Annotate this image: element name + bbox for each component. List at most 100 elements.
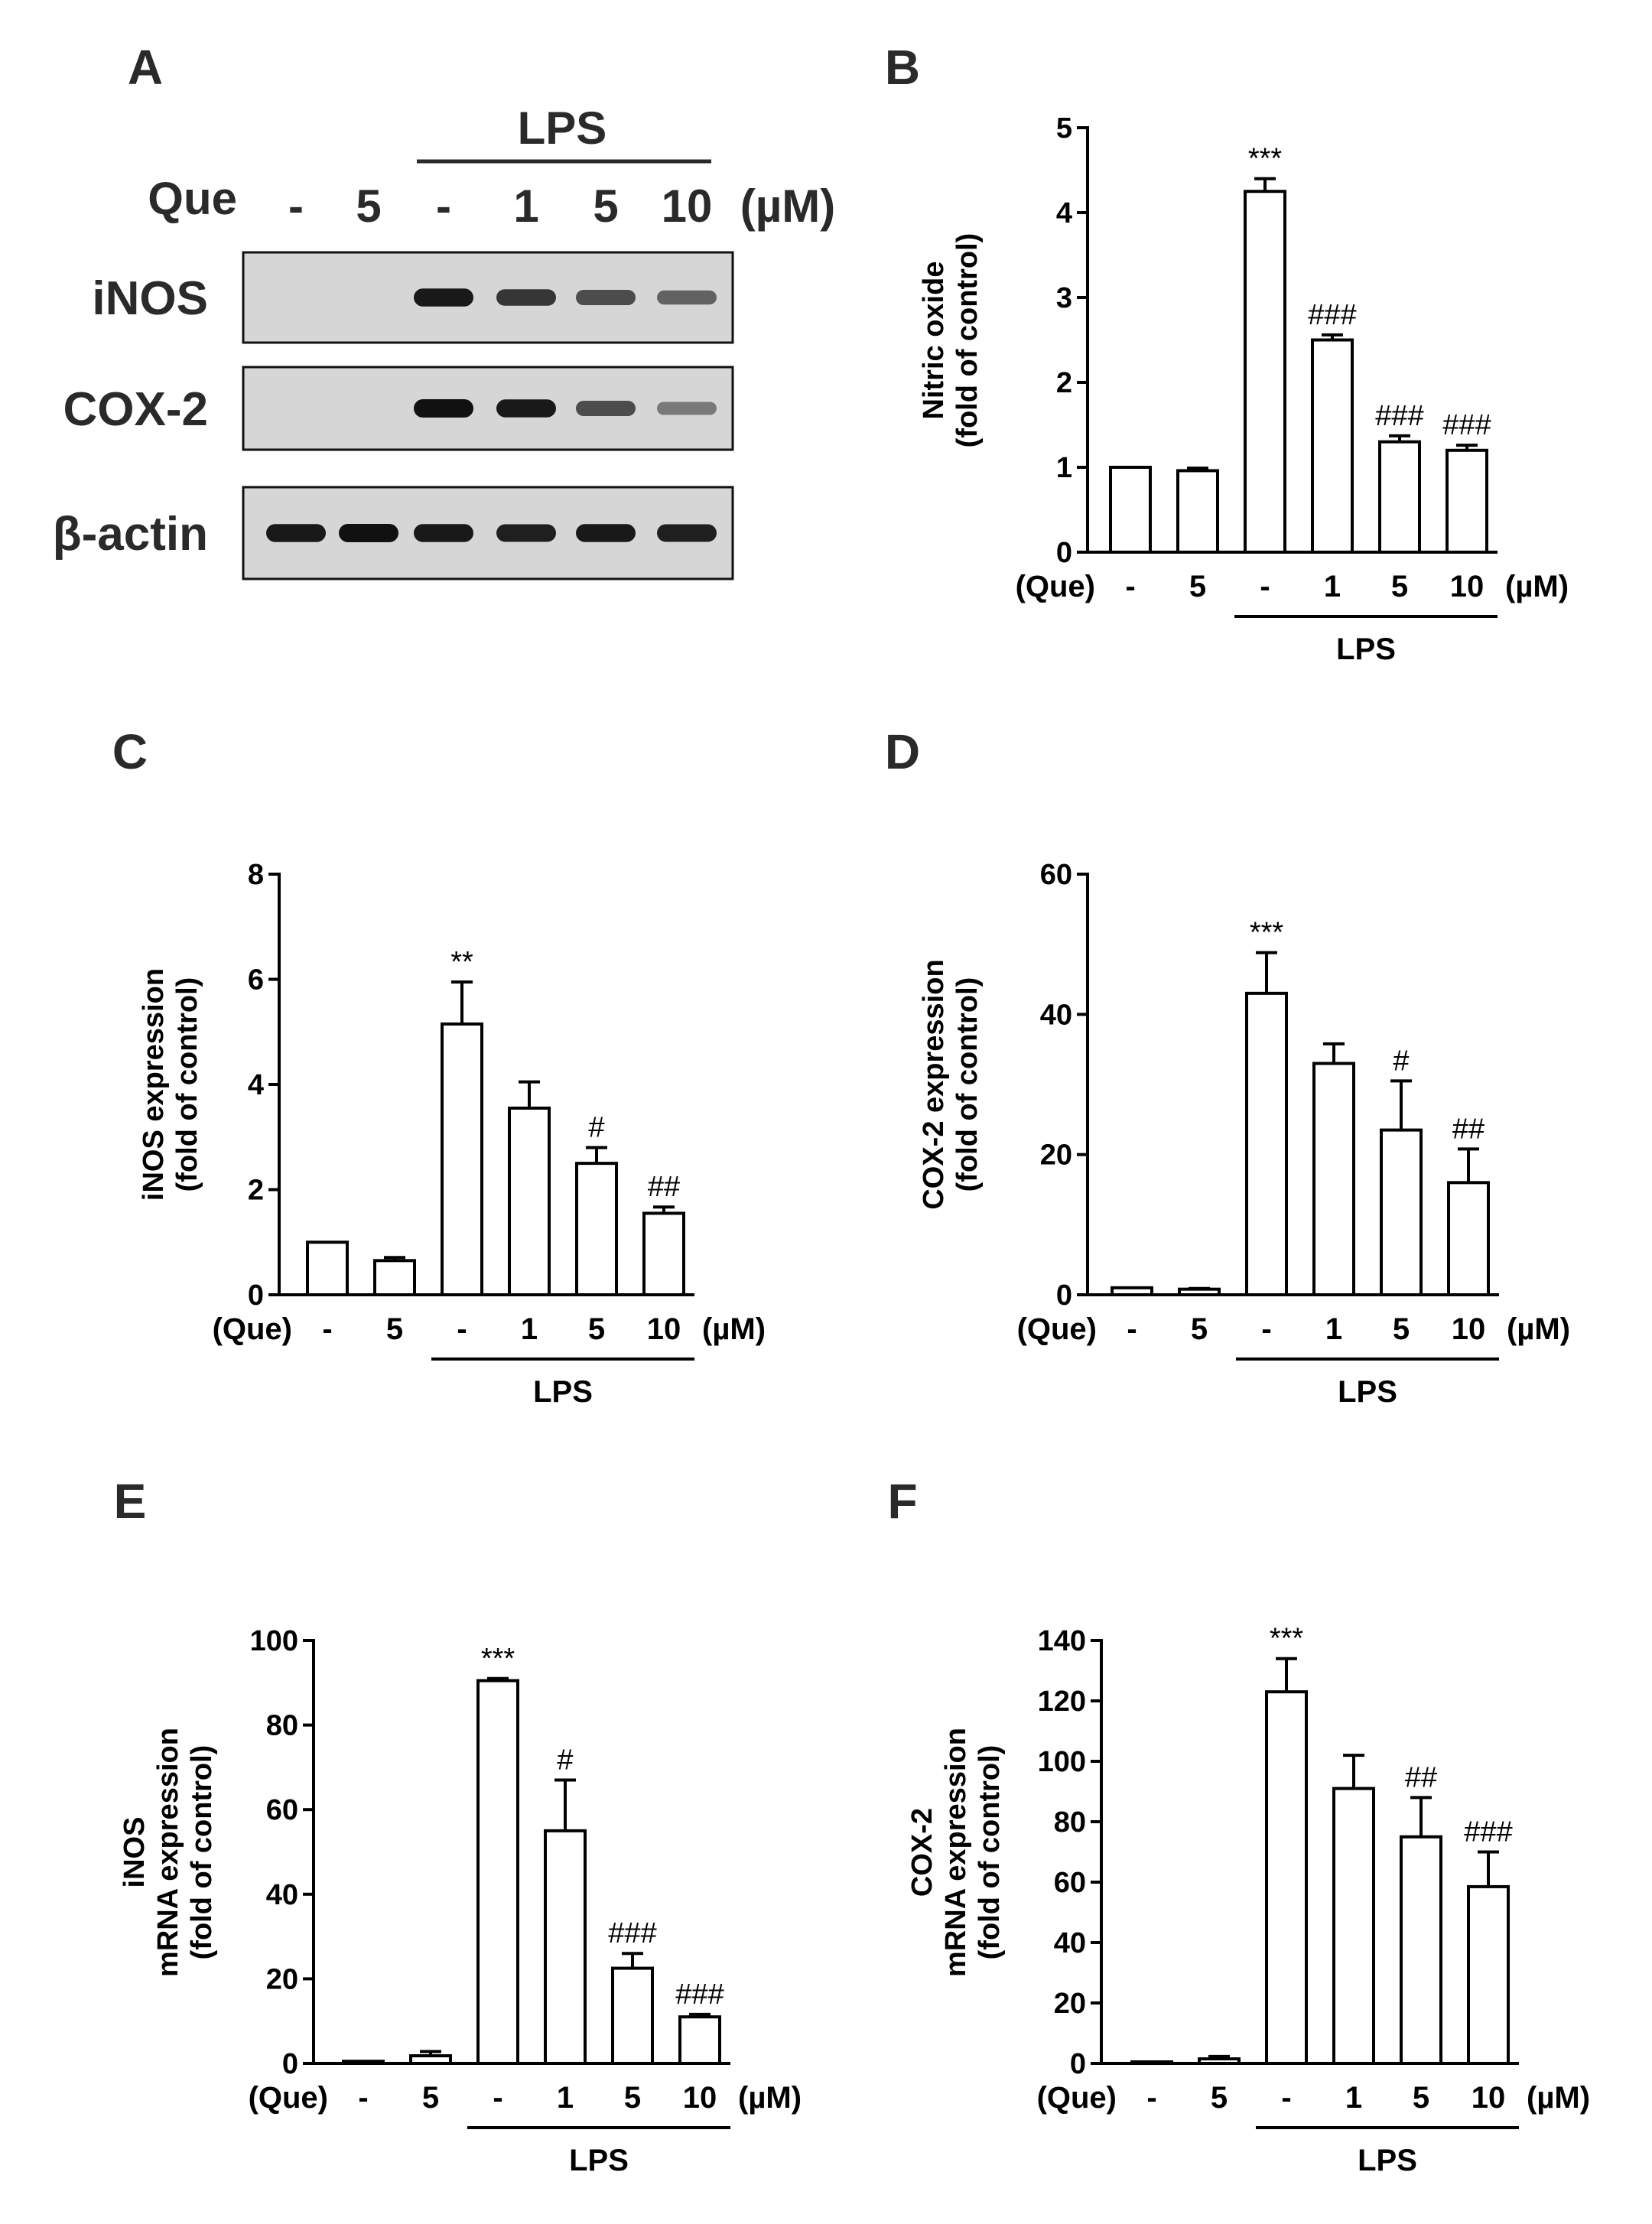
y-axis-title: (fold of control) bbox=[951, 977, 984, 1192]
x-category-label: - bbox=[1125, 570, 1135, 603]
group-label: (Que) bbox=[1017, 1312, 1097, 1346]
y-axis-title: COX-2 expression bbox=[918, 959, 950, 1209]
y-tick-label: 3 bbox=[1056, 282, 1072, 314]
x-category-label: 5 bbox=[1391, 570, 1408, 603]
bar bbox=[1111, 1286, 1153, 1297]
group-label: (Que) bbox=[213, 1312, 292, 1346]
unit-label: (µM) bbox=[1505, 570, 1569, 603]
que-label: Que bbox=[148, 173, 237, 224]
lane-label: - bbox=[436, 180, 451, 232]
chart-panel-d: D 0 20 40 60 COX-2 expression (fold of control… bbox=[885, 724, 1570, 1409]
x-category-label: - bbox=[1261, 1312, 1271, 1346]
blot-label: β-actin bbox=[53, 508, 208, 561]
panel-letter: B bbox=[885, 40, 920, 95]
bar bbox=[441, 1022, 483, 1296]
y-tick-label: 100 bbox=[1038, 1746, 1086, 1778]
significance-marker: ** bbox=[450, 946, 473, 978]
significance-marker: ### bbox=[675, 1979, 724, 2011]
y-tick-label: 2 bbox=[248, 1175, 264, 1207]
y-tick-label: 120 bbox=[1038, 1686, 1086, 1718]
bar bbox=[1244, 190, 1286, 554]
y-axis-title: COX-2 bbox=[906, 1808, 938, 1897]
significance-marker: # bbox=[557, 1744, 573, 1776]
y-tick-label: 5 bbox=[1056, 112, 1072, 145]
significance-marker: ### bbox=[608, 1917, 656, 1949]
significance-marker: ### bbox=[1464, 1816, 1512, 1848]
significance-marker: *** bbox=[1250, 917, 1284, 949]
bar bbox=[678, 2015, 721, 2065]
y-tick-label: 60 bbox=[1040, 859, 1072, 891]
bar bbox=[1446, 448, 1488, 554]
bar bbox=[1265, 1690, 1308, 2065]
y-tick-label: 60 bbox=[1054, 1867, 1086, 1899]
blot-band bbox=[414, 399, 473, 418]
y-axis-title: mRNA expression bbox=[940, 1728, 972, 1977]
bar bbox=[1332, 1787, 1375, 2066]
y-axis-title: Nitric oxide bbox=[918, 262, 950, 420]
panel-letter: D bbox=[885, 724, 920, 779]
blot-band bbox=[496, 289, 556, 306]
y-tick-label: 6 bbox=[248, 964, 264, 997]
panel-letter: C bbox=[112, 724, 148, 779]
y-tick-label: 140 bbox=[1038, 1625, 1086, 1657]
lane-label: - bbox=[288, 180, 304, 232]
panel-letter: F bbox=[887, 1474, 917, 1529]
x-category-label: - bbox=[493, 2081, 502, 2115]
bar bbox=[1245, 991, 1288, 1297]
y-tick-label: 0 bbox=[248, 1279, 264, 1312]
significance-marker: # bbox=[1393, 1045, 1409, 1077]
bar bbox=[476, 1679, 519, 2065]
y-tick-label: 20 bbox=[1040, 1140, 1072, 1172]
x-category-label: 5 bbox=[1211, 2081, 1228, 2115]
bar bbox=[1178, 1287, 1221, 1296]
blot-band bbox=[496, 399, 556, 418]
x-category-label: 1 bbox=[557, 2081, 574, 2115]
lps-label: LPS bbox=[1338, 1375, 1397, 1409]
unit-label: (µM) bbox=[1527, 2081, 1590, 2115]
y-tick-label: 80 bbox=[1054, 1806, 1086, 1839]
y-tick-label: 2 bbox=[1056, 367, 1072, 399]
blot-band bbox=[657, 290, 717, 305]
bar bbox=[1447, 1181, 1490, 1297]
blot-band bbox=[576, 290, 636, 305]
bar bbox=[342, 2060, 385, 2066]
bar bbox=[642, 1211, 685, 1296]
bar bbox=[306, 1240, 349, 1296]
blot-band bbox=[496, 524, 556, 542]
y-tick-label: 40 bbox=[266, 1879, 298, 1911]
panel-letter: E bbox=[114, 1474, 147, 1529]
y-tick-label: 40 bbox=[1040, 999, 1072, 1031]
group-label: (Que) bbox=[249, 2081, 328, 2115]
blot-label: COX-2 bbox=[63, 383, 208, 436]
lane-label: 5 bbox=[593, 180, 618, 232]
y-tick-label: 1 bbox=[1056, 452, 1072, 484]
bar bbox=[1400, 1835, 1442, 2065]
blot-band bbox=[657, 402, 717, 415]
blot-band bbox=[657, 524, 717, 542]
y-axis-title: (fold of control) bbox=[951, 233, 984, 448]
bar bbox=[1378, 440, 1421, 554]
x-category-label: 5 bbox=[1189, 570, 1206, 603]
unit-label: (µM) bbox=[738, 2081, 802, 2115]
blot-band bbox=[576, 401, 636, 416]
significance-marker: # bbox=[588, 1112, 604, 1144]
blot-band bbox=[266, 524, 326, 542]
bar bbox=[1311, 338, 1354, 554]
bar bbox=[373, 1259, 416, 1296]
bar bbox=[611, 1966, 654, 2065]
y-tick-label: 0 bbox=[1056, 537, 1072, 569]
unit-label: (µM) bbox=[1507, 1312, 1570, 1346]
blot-band bbox=[339, 524, 398, 542]
x-category-label: 10 bbox=[1472, 2081, 1506, 2115]
y-tick-label: 0 bbox=[282, 2048, 298, 2080]
bar bbox=[1312, 1062, 1355, 1296]
significance-marker: ### bbox=[1442, 409, 1491, 441]
y-tick-label: 4 bbox=[1056, 197, 1072, 229]
x-category-label: 5 bbox=[588, 1312, 605, 1346]
y-tick-label: 0 bbox=[1070, 2048, 1086, 2080]
x-category-label: - bbox=[457, 1312, 467, 1346]
y-tick-label: 60 bbox=[266, 1794, 298, 1826]
lps-label: LPS bbox=[518, 102, 607, 154]
